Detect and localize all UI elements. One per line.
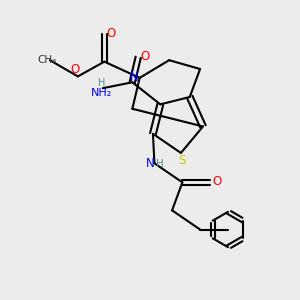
- Text: CH₃: CH₃: [37, 55, 57, 65]
- Text: H: H: [156, 159, 164, 169]
- Text: H: H: [98, 78, 105, 88]
- Text: N: N: [146, 157, 154, 170]
- Text: O: O: [140, 50, 149, 63]
- Text: O: O: [106, 27, 116, 40]
- Text: S: S: [178, 154, 185, 167]
- Text: N: N: [130, 71, 139, 84]
- Text: O: O: [70, 63, 80, 76]
- Text: O: O: [212, 175, 221, 188]
- Text: NH₂: NH₂: [91, 88, 112, 98]
